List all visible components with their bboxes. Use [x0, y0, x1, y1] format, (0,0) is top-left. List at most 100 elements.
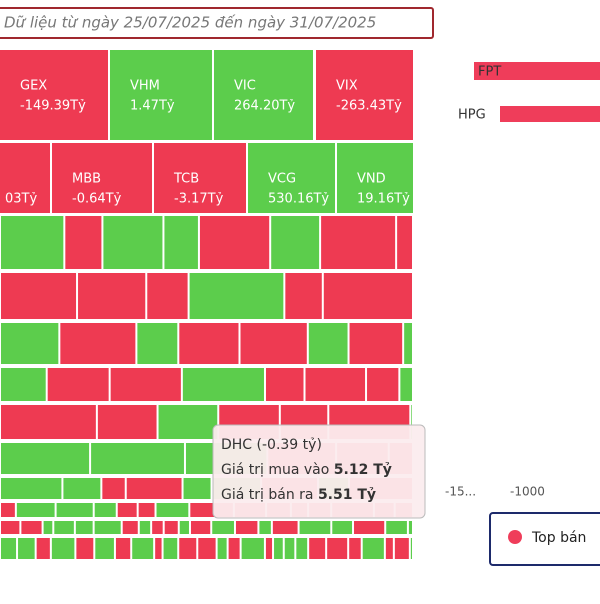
cell — [122, 521, 138, 534]
cell — [308, 323, 348, 364]
tile — [337, 143, 413, 213]
tooltip-label: Giá trị mua vào — [221, 462, 329, 478]
cell — [110, 368, 181, 401]
cell — [1, 216, 64, 269]
cell — [76, 538, 94, 559]
cell — [349, 538, 361, 559]
cell — [179, 538, 197, 559]
cell — [1, 503, 15, 517]
tile-value: 19.16Tỷ — [357, 192, 410, 207]
cell — [217, 538, 227, 559]
cell — [158, 405, 218, 439]
tile-value: 1.47Tỷ — [130, 99, 175, 114]
cell — [164, 216, 198, 269]
bar — [474, 62, 600, 80]
tile — [110, 50, 212, 140]
cell — [54, 521, 74, 534]
cell — [139, 521, 151, 534]
tile-value: -0.64Tỷ — [72, 192, 122, 207]
cell — [43, 521, 53, 534]
cell — [235, 521, 258, 534]
side-chart: FPT HPG -15... -1000 Top bán — [445, 62, 600, 566]
tile-label: MBB — [72, 172, 101, 187]
cell — [228, 538, 240, 559]
cell — [285, 273, 322, 319]
cell — [411, 405, 412, 439]
cell — [117, 503, 137, 517]
cell — [272, 521, 298, 534]
cell — [152, 521, 163, 534]
cell — [56, 503, 93, 517]
cell — [1, 323, 59, 364]
cell — [408, 521, 412, 534]
cell — [362, 538, 384, 559]
cell — [400, 368, 412, 401]
cell — [147, 273, 188, 319]
tile — [214, 50, 313, 140]
cell — [1, 478, 62, 499]
cell — [296, 538, 308, 559]
cell — [354, 521, 385, 534]
cell — [51, 538, 75, 559]
cell — [394, 538, 409, 559]
legend-label: Top bán — [531, 530, 586, 546]
cell — [163, 538, 178, 559]
cell — [95, 538, 114, 559]
cell — [63, 478, 101, 499]
tile — [248, 143, 335, 213]
cell — [115, 538, 131, 559]
cell — [332, 521, 353, 534]
treemap: GEX -149.39Tỷ VHM 1.47Tỷ VIC 264.20Tỷ VIX -263.… — [0, 50, 413, 213]
cell — [386, 521, 407, 534]
cell — [189, 273, 284, 319]
cell — [259, 521, 271, 534]
tooltip-label: Giá trị bán ra 5.51 Tỷ — [221, 487, 376, 503]
cell — [75, 521, 93, 534]
tile-label: VCG — [268, 172, 296, 187]
cell — [1, 521, 20, 534]
cell — [241, 538, 264, 559]
cell — [138, 503, 155, 517]
cell — [21, 521, 42, 534]
tooltip-label: Giá trị mua vào 5.12 Tỷ — [221, 462, 392, 478]
cell — [60, 323, 136, 364]
tooltip-value: 5.12 Tỷ — [334, 462, 392, 478]
tile-label: GEX — [20, 79, 47, 94]
cell — [198, 538, 216, 559]
tile-value: -149.39Tỷ — [20, 99, 86, 114]
axis-label: -15... — [445, 485, 476, 499]
legend-box — [489, 512, 600, 566]
tile-label: VHM — [130, 79, 160, 94]
cell — [91, 443, 184, 474]
tile — [52, 143, 152, 213]
cell — [397, 216, 412, 269]
cell — [284, 538, 295, 559]
cell — [182, 368, 264, 401]
tooltip-title: DHC (-0.39 tỷ) — [221, 437, 322, 453]
tile — [316, 50, 413, 140]
cell — [78, 273, 146, 319]
bar-label: FPT — [478, 65, 501, 80]
cell — [1, 368, 46, 401]
cell — [36, 538, 50, 559]
tile-value: -263.43Tỷ — [336, 99, 402, 114]
cell — [271, 216, 320, 269]
tile-value: -3.17Tỷ — [174, 192, 224, 207]
cell — [404, 323, 412, 364]
cell — [18, 538, 35, 559]
cell — [323, 273, 412, 319]
cell — [97, 405, 157, 439]
cell — [327, 538, 348, 559]
cell — [94, 521, 121, 534]
cell — [164, 521, 178, 534]
tile-value: 530.16Tỷ — [268, 192, 329, 207]
cell — [103, 216, 163, 269]
tile-value: 264.20Tỷ — [234, 99, 295, 114]
cell — [349, 323, 403, 364]
cell — [410, 538, 412, 559]
cell — [212, 521, 234, 534]
cell — [183, 478, 211, 499]
header-box — [0, 7, 434, 39]
cell — [274, 538, 283, 559]
